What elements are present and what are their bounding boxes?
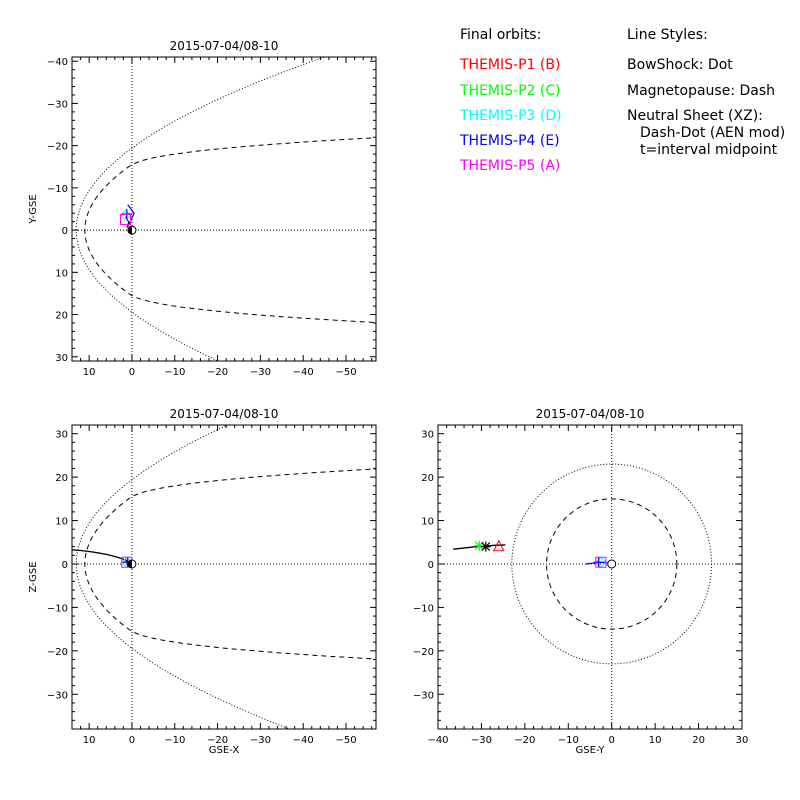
panel-2-ytick-label: 20 bbox=[55, 473, 68, 484]
panel-1-ytick-label: −20 bbox=[47, 142, 68, 153]
panel-3-xtick-label: −40 bbox=[427, 735, 448, 746]
style-dash-dot: Dash-Dot (AEN mod) bbox=[640, 125, 786, 141]
style-neutral-sheet: Neutral Sheet (XZ): bbox=[627, 108, 763, 124]
panel-3-magnetopause-circle bbox=[546, 498, 678, 630]
panel-1-xtick-label: 10 bbox=[83, 367, 96, 378]
legend-entry-p3: THEMIS-P3 (D) bbox=[460, 108, 562, 124]
style-bowshock: BowShock: Dot bbox=[627, 57, 733, 73]
panel-1-bowshock-curve bbox=[75, 57, 327, 361]
panel-3-xtick-label: −20 bbox=[514, 735, 535, 746]
panel-1-earth-night-side bbox=[127, 226, 132, 235]
styles-title: Line Styles: bbox=[627, 27, 708, 43]
legend-entry-p5: THEMIS-P5 (A) bbox=[460, 158, 561, 174]
panel-2-ytick-label: −10 bbox=[47, 603, 68, 614]
panel-1-ytick-label: −10 bbox=[47, 184, 68, 195]
panel-1-ytick-label: 30 bbox=[55, 353, 68, 364]
panel-3-marker-probe-5 bbox=[595, 556, 607, 568]
panel-1-ytick-label: −40 bbox=[47, 57, 68, 68]
panel-2-bowshock-curve bbox=[75, 425, 291, 729]
panel-1-ytick-label: 10 bbox=[55, 268, 68, 279]
panel-3-marker-probe-2 bbox=[474, 540, 485, 551]
panel-2-xtick-label: −50 bbox=[335, 735, 356, 746]
legend-entry-p1: THEMIS-P1 (B) bbox=[460, 57, 561, 73]
panel-2-xtick-label: 10 bbox=[83, 735, 96, 746]
panel-2-ytick-label: 0 bbox=[62, 560, 68, 571]
panel-2-ytick-label: 30 bbox=[55, 430, 68, 441]
panel-2-magnetopause-curve bbox=[84, 468, 376, 660]
style-magnetopause: Magnetopause: Dash bbox=[627, 83, 776, 99]
panel-2-neutral-sheet-track bbox=[72, 549, 128, 562]
panel-3-xtick-label: 20 bbox=[692, 735, 705, 746]
panel-1-xtick-label: −30 bbox=[250, 367, 271, 378]
panel-2-xtick-label: −30 bbox=[250, 735, 271, 746]
panel-3-ytick-label: 10 bbox=[421, 517, 434, 528]
panel-3-ytick-label: 30 bbox=[421, 430, 434, 441]
panel-2-xtick-label: −40 bbox=[293, 735, 314, 746]
panel-3-xtick-label: −10 bbox=[558, 735, 579, 746]
panel-3-bowshock-circle bbox=[511, 463, 713, 665]
panel-3-marker-probe-4 bbox=[593, 557, 604, 568]
panel-2-ytick-label: 10 bbox=[55, 517, 68, 528]
panel-2-frame bbox=[71, 424, 377, 730]
panel-3-xtick-label: 0 bbox=[609, 735, 615, 746]
panel-1-marker-probe-5 bbox=[120, 214, 132, 226]
panel-3-title: 2015-07-04/08-10 bbox=[536, 407, 645, 421]
panel-3-ytick-label: −30 bbox=[413, 690, 434, 701]
panel-3-frame bbox=[437, 424, 743, 730]
panel-2-xtick-label: −10 bbox=[164, 735, 185, 746]
panel-3-xtick-label: 10 bbox=[649, 735, 662, 746]
panel-1-xtick-label: −50 bbox=[335, 367, 356, 378]
legend-title: Final orbits: bbox=[460, 27, 542, 43]
panel-2-earth-night-side bbox=[127, 559, 132, 568]
panel-3-ytick-label: 0 bbox=[428, 560, 434, 571]
legend-entry-p2: THEMIS-P2 (C) bbox=[460, 83, 561, 99]
panel-2-ytick-label: −20 bbox=[47, 647, 68, 658]
panel-2-xtick-label: −20 bbox=[207, 735, 228, 746]
panel-3-xlabel: GSE-Y bbox=[576, 745, 606, 756]
panel-1-xtick-label: −20 bbox=[207, 367, 228, 378]
panel-1-xtick-label: −10 bbox=[164, 367, 185, 378]
panel-3-earth-icon bbox=[607, 559, 617, 569]
panel-2-ylabel: Z-GSE bbox=[28, 561, 39, 592]
panel-1-ytick-label: −30 bbox=[47, 99, 68, 110]
legend-entry-p4: THEMIS-P4 (E) bbox=[460, 133, 560, 149]
panel-1-ytick-label: 20 bbox=[55, 311, 68, 322]
panel-1-xtick-label: −40 bbox=[293, 367, 314, 378]
panel-2-ytick-label: −30 bbox=[47, 690, 68, 701]
panel-1-frame bbox=[71, 56, 377, 362]
panel-3-ytick-label: −20 bbox=[413, 647, 434, 658]
panel-3-midpoint-marker bbox=[480, 541, 491, 552]
panel-2-xtick-label: 0 bbox=[129, 735, 135, 746]
panel-1-xtick-label: 0 bbox=[129, 367, 135, 378]
panel-1-title: 2015-07-04/08-10 bbox=[170, 39, 279, 53]
panel-3-marker-probe-1 bbox=[492, 539, 505, 552]
panel-2-title: 2015-07-04/08-10 bbox=[170, 407, 279, 421]
panel-1-ylabel: Y-GSE bbox=[28, 194, 39, 224]
panel-3-ytick-label: −10 bbox=[413, 603, 434, 614]
panel-3-xtick-label: −30 bbox=[471, 735, 492, 746]
panel-1-ytick-label: 0 bbox=[62, 226, 68, 237]
panel-3-xtick-label: 30 bbox=[736, 735, 749, 746]
style-interval: t=interval midpoint bbox=[640, 142, 778, 158]
panel-2-xlabel: GSE-X bbox=[209, 745, 240, 756]
panel-1-marker-probe-3 bbox=[119, 209, 132, 222]
panel-1-magnetopause-curve bbox=[84, 137, 376, 324]
panel-3-ytick-label: 20 bbox=[421, 473, 434, 484]
